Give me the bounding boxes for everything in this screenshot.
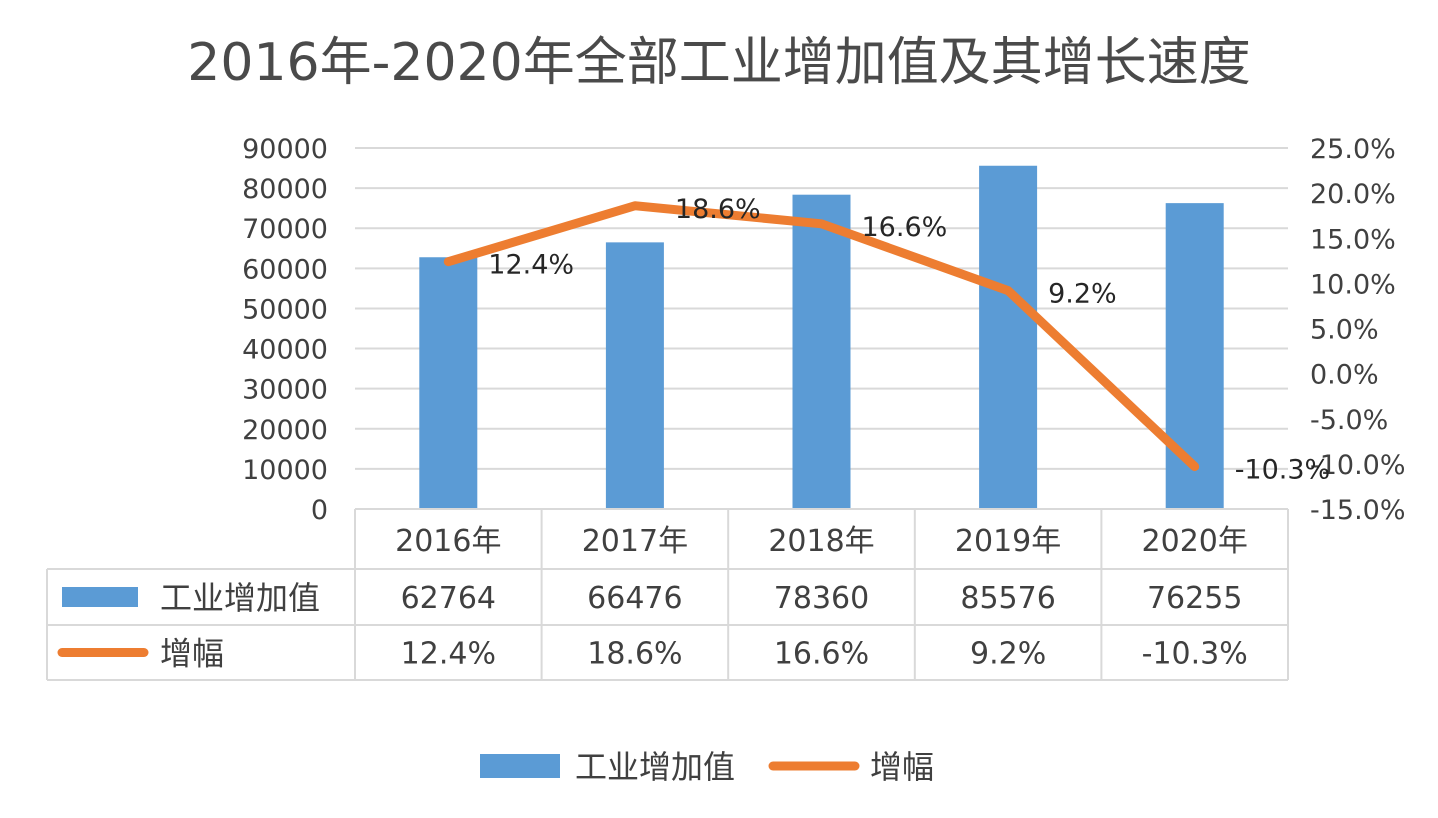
bar [419, 257, 478, 509]
y-left-tick-label: 60000 [242, 254, 328, 285]
legend-key-bar [480, 754, 560, 778]
y-right-tick-label: 15.0% [1310, 224, 1396, 255]
line-point [1007, 290, 1009, 292]
y-right-tick-label: 0.0% [1310, 360, 1379, 391]
table-row-name: 增幅 [160, 635, 224, 673]
line-point [634, 205, 636, 207]
data-label: 16.6% [862, 212, 948, 243]
table-cell: 62764 [401, 581, 496, 616]
line-point [447, 261, 449, 263]
line-point [821, 223, 822, 225]
chart-title: 2016年-2020年全部工业增加值及其增长速度 [187, 33, 1251, 93]
table-cell: 18.6% [587, 637, 682, 672]
x-tick-label: 2016年 [395, 524, 501, 559]
y-right-tick-label: 20.0% [1310, 179, 1396, 210]
y-left-tick-label: 50000 [242, 294, 328, 325]
table-cell: 78360 [774, 581, 869, 616]
data-label: 18.6% [675, 194, 761, 225]
x-tick-label: 2017年 [582, 524, 688, 559]
y-right-tick-label: 25.0% [1310, 134, 1396, 165]
legend-label: 工业增加值 [575, 748, 735, 786]
y-left-tick-label: 10000 [242, 455, 328, 486]
y-left-tick-label: 20000 [242, 415, 328, 446]
table-cell: 9.2% [970, 637, 1046, 672]
data-label: 9.2% [1048, 279, 1117, 310]
bar [605, 242, 664, 510]
y-left-tick-label: 30000 [242, 375, 328, 406]
table-cell: 85576 [960, 581, 1055, 616]
bar [979, 165, 1038, 509]
table-cell: -10.3% [1142, 637, 1248, 672]
y-left-tick-label: 0 [311, 495, 328, 526]
y-right-tick-label: -10.0% [1310, 450, 1406, 481]
x-tick-label: 2019年 [955, 524, 1061, 559]
table-legend-key-bar [62, 587, 138, 607]
y-right-tick-label: -15.0% [1310, 495, 1406, 526]
table-cell: 66476 [587, 581, 682, 616]
table-cell: 12.4% [401, 637, 496, 672]
table-cell: 76255 [1147, 581, 1242, 616]
data-label: 12.4% [488, 250, 574, 281]
line-point [1194, 466, 1196, 468]
bar [1165, 203, 1224, 509]
x-tick-label: 2020年 [1142, 524, 1248, 559]
y-left-tick-label: 80000 [242, 174, 328, 205]
bar [792, 194, 851, 509]
legend-label: 增幅 [870, 748, 934, 786]
y-right-tick-label: 5.0% [1310, 315, 1379, 346]
table-row-name: 工业增加值 [160, 579, 320, 617]
y-left-tick-label: 90000 [242, 134, 328, 165]
x-tick-label: 2018年 [768, 524, 874, 559]
y-left-tick-label: 40000 [242, 335, 328, 366]
y-left-tick-label: 70000 [242, 214, 328, 245]
data-label: -10.3% [1235, 455, 1331, 486]
table-cell: 16.6% [774, 637, 869, 672]
y-right-tick-label: -5.0% [1310, 405, 1388, 436]
y-right-tick-label: 10.0% [1310, 269, 1396, 300]
